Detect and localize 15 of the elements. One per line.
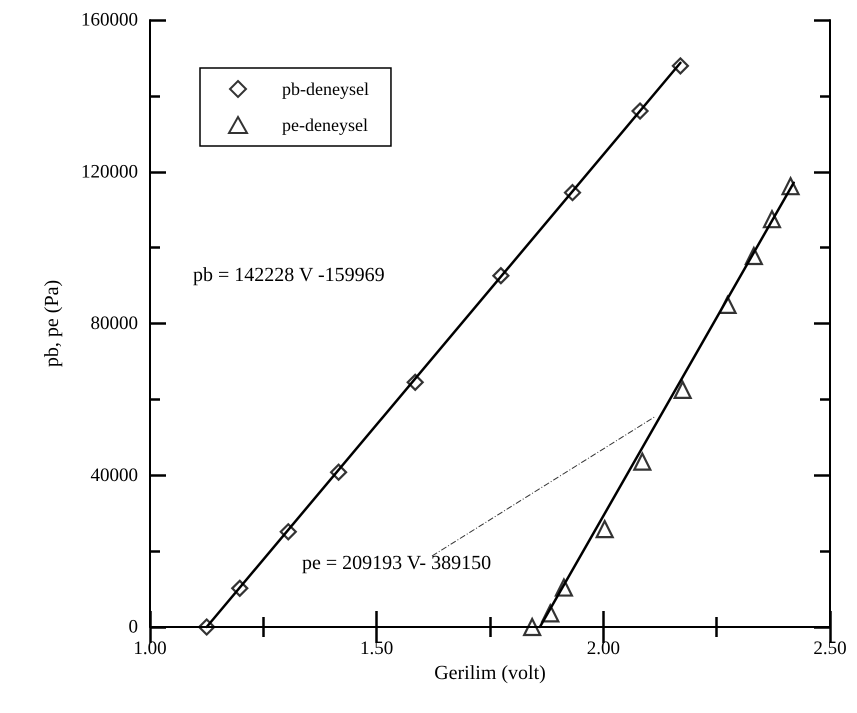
y-tick-label: 40000: [90, 464, 138, 486]
x-tick-label: 1.00: [133, 638, 167, 659]
y-tick-label: 160000: [81, 10, 138, 30]
x-tick-label: 2.00: [586, 638, 620, 659]
y-tick-label: 0: [128, 616, 138, 638]
legend-label: pe-deneysel: [282, 115, 368, 135]
x-tick-label: 1.50: [360, 638, 394, 659]
legend-label: pb-deneysel: [282, 79, 369, 99]
annotation: pb = 142228 V -159969: [193, 264, 385, 286]
y-tick-label: 80000: [90, 313, 138, 334]
y-axis-title: pb, pe (Pa): [41, 280, 63, 368]
x-tick-label: 2.50: [813, 638, 847, 659]
annotation: pe = 209193 V- 389150: [302, 552, 492, 574]
x-axis-title: Gerilim (volt): [434, 662, 546, 684]
y-tick-label: 120000: [81, 161, 138, 182]
